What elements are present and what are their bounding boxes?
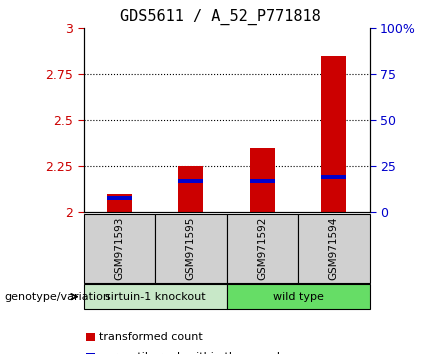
- Text: GSM971595: GSM971595: [186, 217, 196, 280]
- Bar: [107, 196, 132, 200]
- Text: GDS5611 / A_52_P771818: GDS5611 / A_52_P771818: [120, 9, 320, 25]
- Text: GSM971593: GSM971593: [114, 217, 125, 280]
- Text: GSM971594: GSM971594: [329, 217, 339, 280]
- Text: genotype/variation: genotype/variation: [4, 292, 110, 302]
- Text: wild type: wild type: [273, 292, 323, 302]
- Text: percentile rank within the sample: percentile rank within the sample: [99, 352, 287, 354]
- Bar: [321, 175, 346, 179]
- Bar: [178, 179, 203, 183]
- Text: transformed count: transformed count: [99, 332, 203, 342]
- Text: sirtuin-1 knockout: sirtuin-1 knockout: [105, 292, 205, 302]
- Text: GSM971592: GSM971592: [257, 217, 268, 280]
- Bar: [107, 194, 132, 212]
- Bar: [321, 56, 346, 212]
- Bar: [178, 166, 203, 212]
- Bar: [250, 179, 275, 183]
- Bar: [250, 148, 275, 212]
